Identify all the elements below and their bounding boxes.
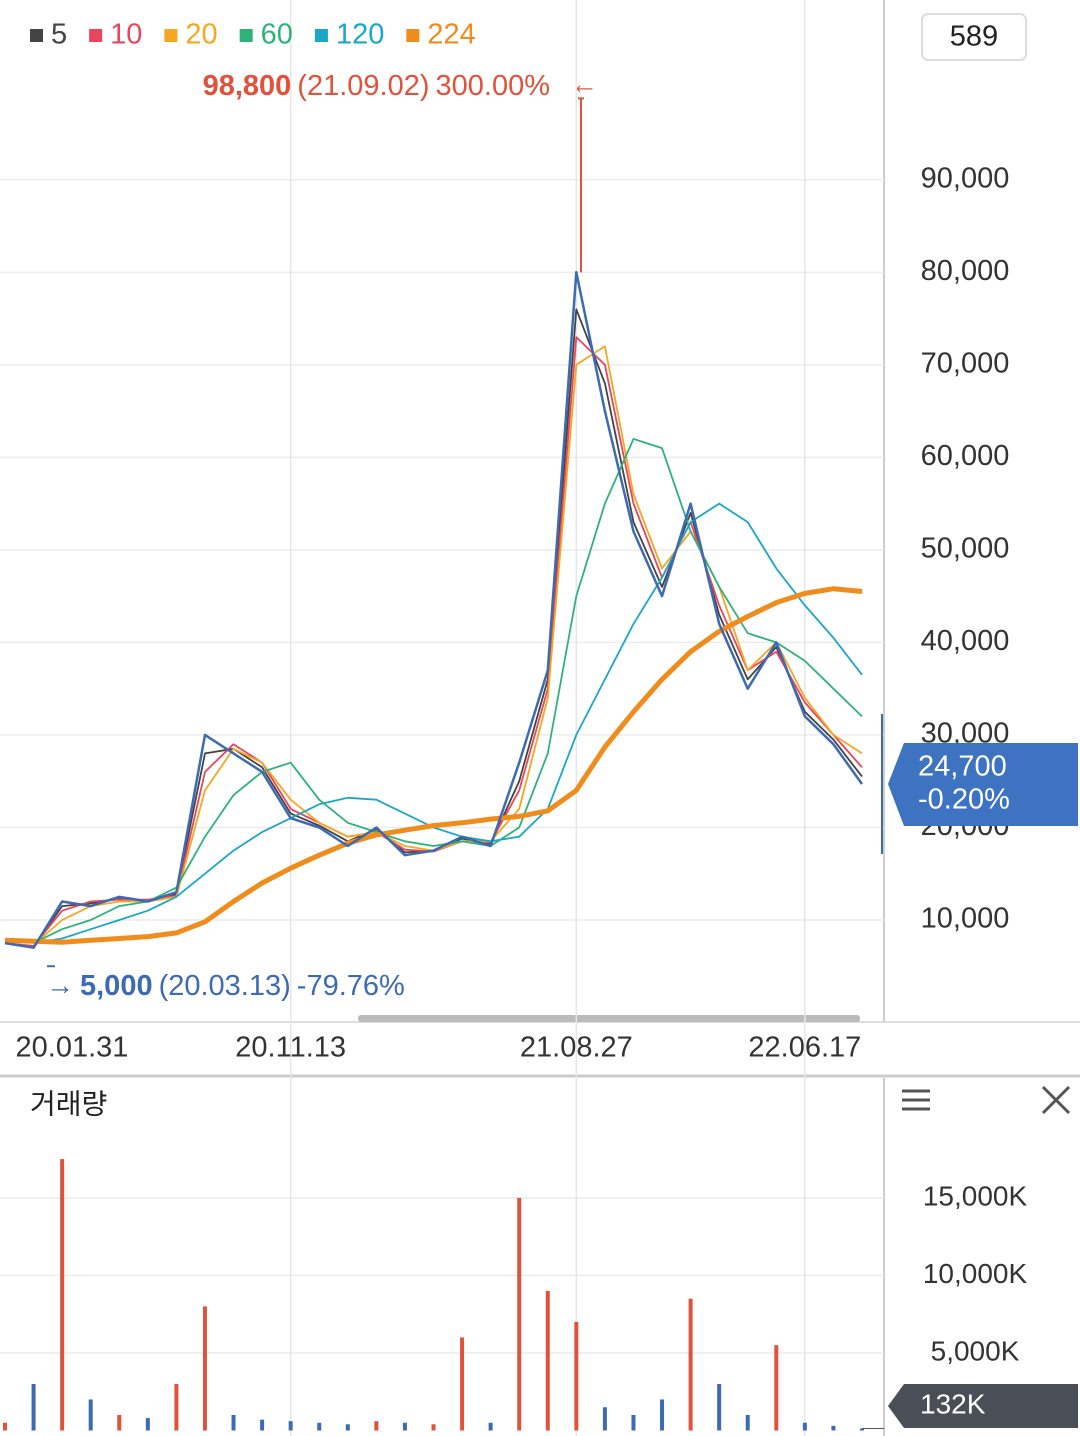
text-part: 300.00% (436, 70, 551, 102)
y-tick-label: 70,000 (921, 347, 1010, 379)
volume-bar (260, 1419, 265, 1431)
y-tick-label: 10,000K (923, 1258, 1028, 1289)
volume-bar (431, 1424, 436, 1431)
last-volume-badge (888, 1384, 1078, 1428)
volume-bar (860, 1428, 864, 1431)
scrollbar[interactable] (358, 1015, 860, 1022)
volume-bar (660, 1399, 665, 1431)
count-label: 589 (950, 21, 998, 53)
volume-bar (202, 1306, 207, 1431)
volume-bar (602, 1407, 607, 1431)
y-tick-label: 40,000 (921, 625, 1010, 657)
price-line (4, 271, 864, 949)
legend-label: 224 (427, 19, 475, 51)
x-tick-label: 22.06.17 (748, 1032, 861, 1064)
volume-bar (545, 1290, 550, 1431)
low-arrow: → (46, 969, 74, 1000)
volume-bar (174, 1383, 179, 1431)
y-tick-label: 60,000 (921, 440, 1010, 472)
volume-bar (745, 1414, 750, 1431)
legend-swatch (164, 29, 178, 42)
last-price-badge (888, 742, 1078, 826)
legend: 5 10 20 60 120 224 (30, 19, 476, 51)
volume-bar (117, 1414, 122, 1431)
y-tick-label: 5,000K (931, 1335, 1020, 1366)
y-tick-label: 80,000 (921, 255, 1010, 287)
volume-bar (231, 1414, 236, 1431)
legend-label: 20 (185, 19, 217, 51)
volume-bar (60, 1159, 65, 1431)
volume-bar (374, 1421, 379, 1431)
volume-bar (631, 1414, 636, 1431)
count-box[interactable] (921, 13, 1027, 61)
last-change-label: -0.20% (918, 784, 1010, 816)
legend-swatch (239, 29, 253, 42)
volume-bar (402, 1422, 407, 1431)
moving-average-line (33, 345, 863, 946)
y-tick-label: 50,000 (921, 533, 1010, 565)
text-part: 98,800 (203, 70, 292, 102)
text-part: 5,000 (80, 970, 153, 1002)
low-annotation: 5,000 (20.03.13) -79.76% (80, 970, 405, 1002)
volume-bar (3, 1422, 7, 1431)
volume-bar (31, 1383, 36, 1431)
last-price-label: 24,700 (918, 751, 1007, 783)
text-part: (21.09.02) (297, 70, 429, 102)
legend-swatch (30, 29, 43, 42)
volume-bar (145, 1418, 150, 1431)
volume-bar (831, 1425, 836, 1431)
volume-bar (345, 1424, 350, 1431)
close-icon[interactable] (1041, 1085, 1071, 1115)
moving-average-line (33, 502, 863, 944)
x-tick-label: 20.01.31 (16, 1032, 129, 1064)
volume-bar (774, 1345, 779, 1431)
high-annotation: 98,800 (21.09.02) 300.00% (203, 70, 550, 102)
volume-bar (717, 1383, 722, 1431)
high-arrow: ← (570, 68, 598, 99)
y-tick-label: 10,000 (921, 903, 1010, 935)
legend-swatch (89, 29, 103, 42)
x-tick-label: 20.11.13 (235, 1032, 346, 1064)
volume-bar (288, 1421, 293, 1431)
volume-title: 거래량 (30, 1088, 107, 1119)
moving-average-line (4, 586, 863, 945)
text-part: -79.76% (297, 970, 405, 1002)
y-tick-label: 15,000K (923, 1180, 1028, 1211)
x-tick-label: 21.08.27 (520, 1032, 633, 1064)
volume-bar (688, 1298, 693, 1431)
volume-bar (517, 1197, 522, 1431)
menu-icon[interactable] (902, 1089, 930, 1111)
text-part: (20.03.13) (159, 970, 291, 1002)
volume-bar (488, 1422, 493, 1431)
last-volume-label: 132K (920, 1388, 986, 1419)
y-tick-label: 90,000 (921, 162, 1010, 194)
legend-swatch (406, 29, 420, 42)
volume-bar (802, 1422, 807, 1431)
legend-label: 5 (51, 19, 67, 51)
volume-bar (460, 1337, 465, 1431)
volume-bar (88, 1399, 93, 1431)
legend-label: 10 (110, 19, 142, 51)
legend-label: 60 (261, 19, 293, 51)
legend-swatch (314, 29, 328, 42)
legend-label: 120 (336, 19, 384, 51)
volume-bar (317, 1422, 322, 1431)
volume-bar (574, 1321, 579, 1431)
